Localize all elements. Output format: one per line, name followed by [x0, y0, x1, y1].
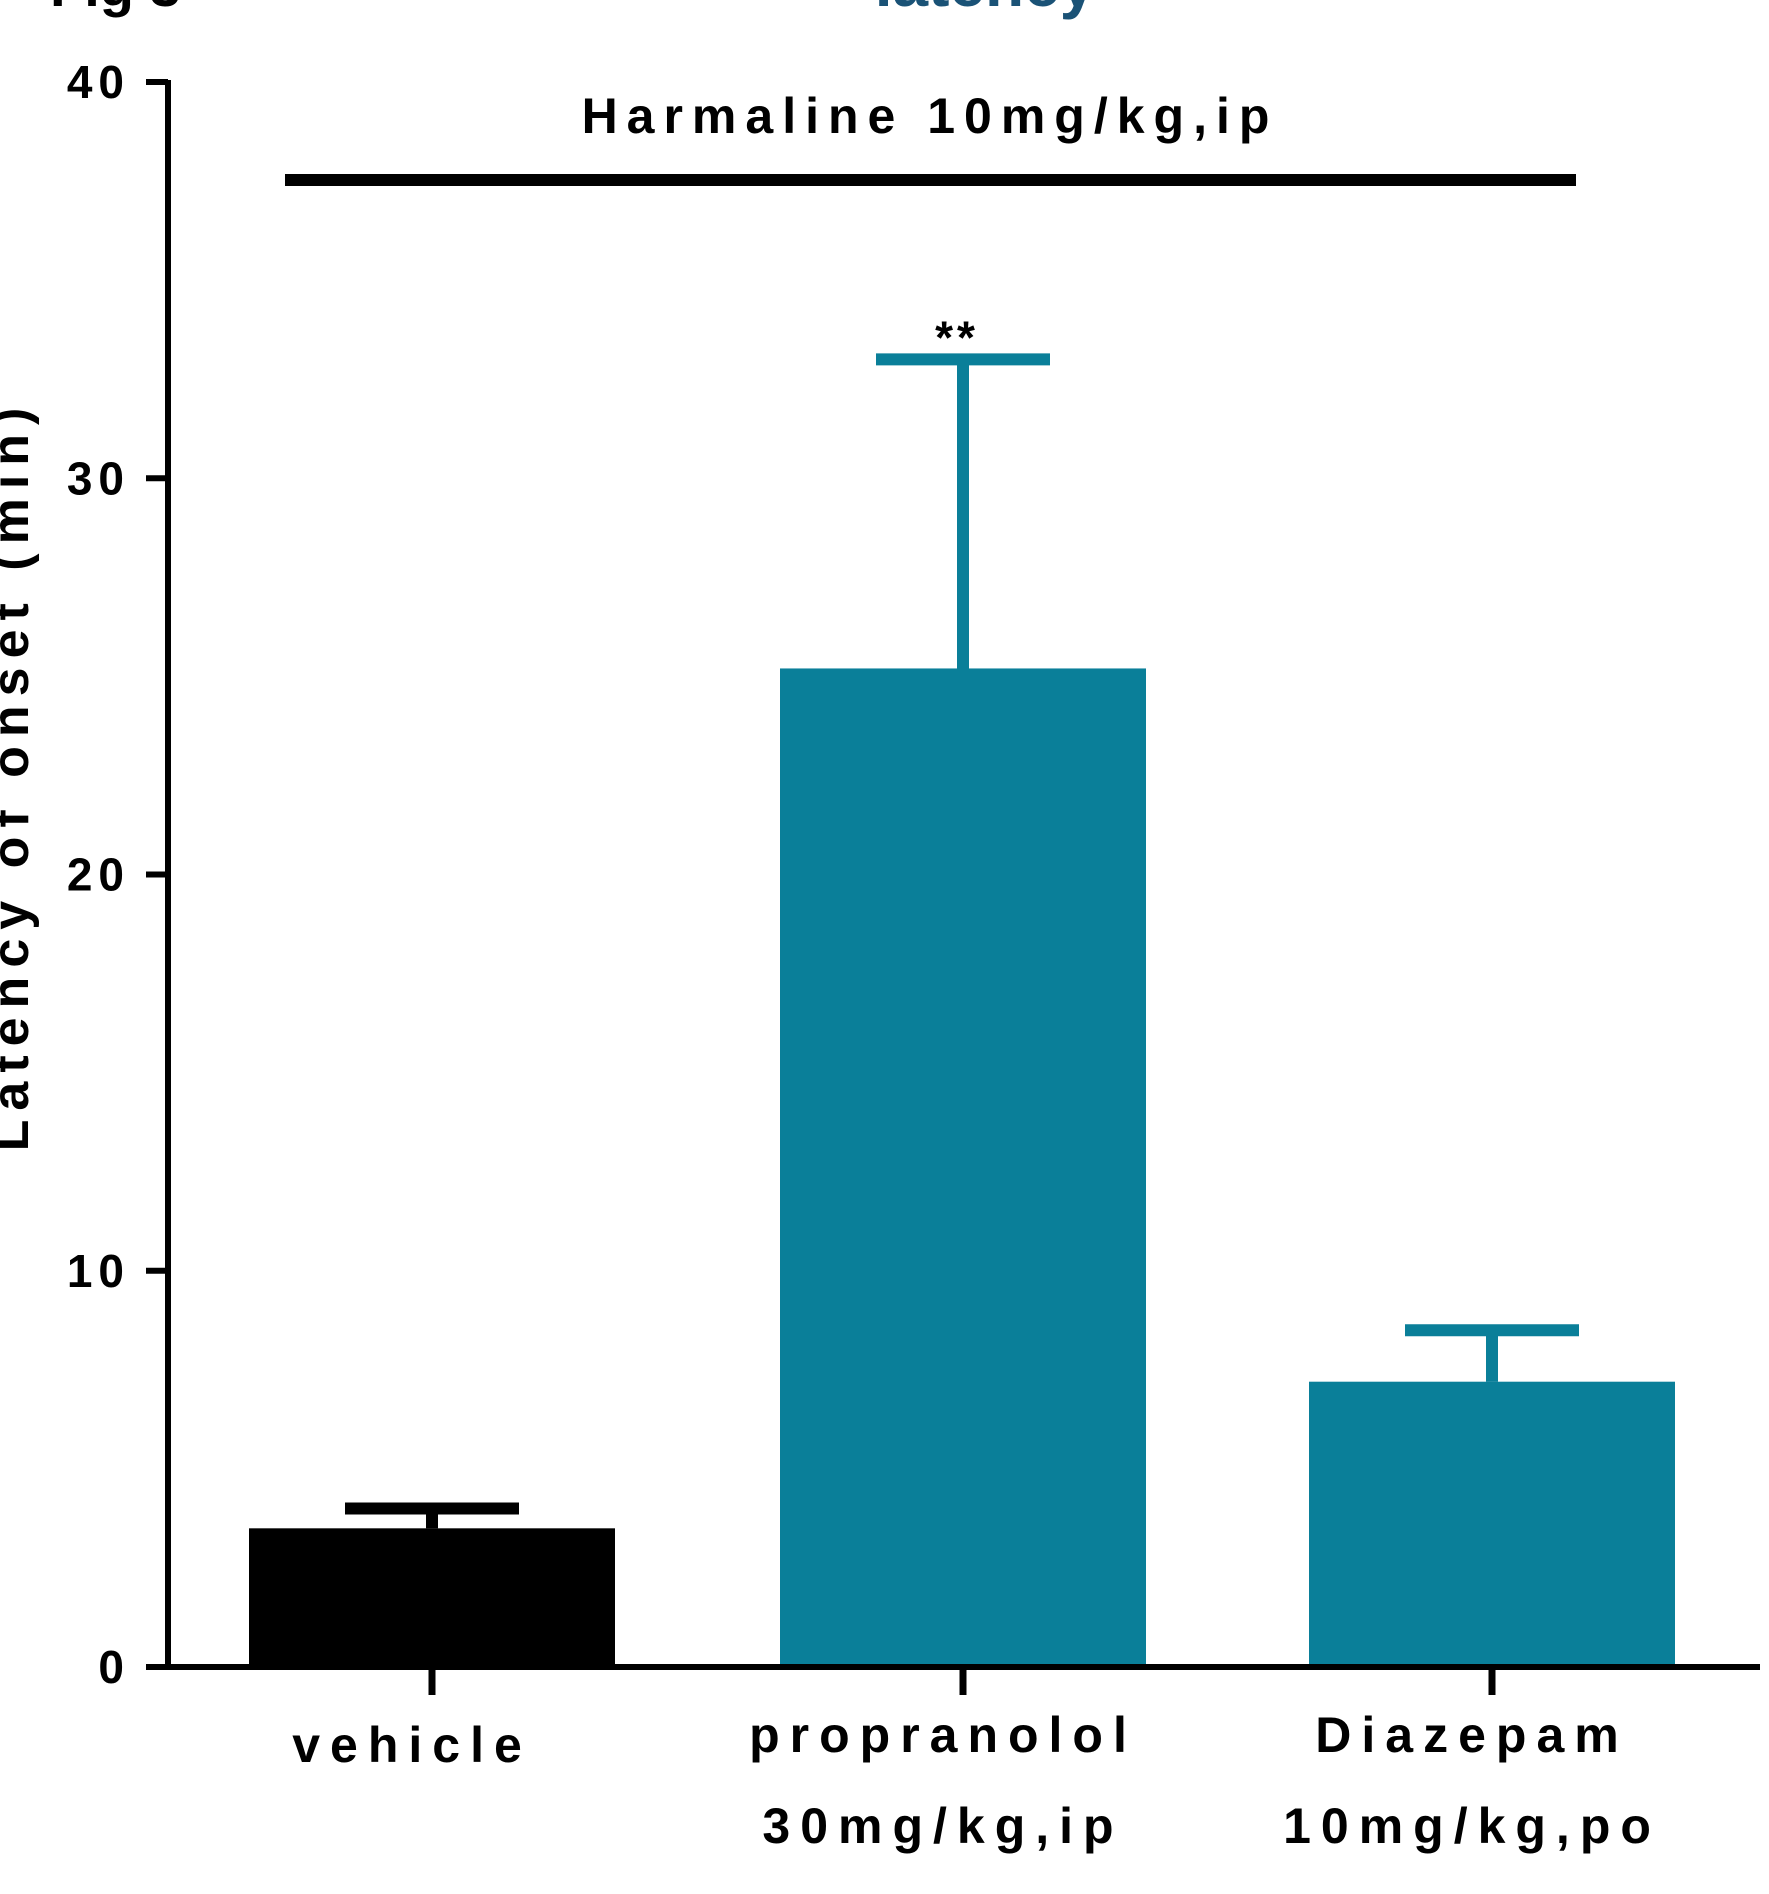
- significance-marker: **: [935, 311, 979, 363]
- bar: [249, 1528, 615, 1664]
- y-tick-label: 0: [98, 1641, 130, 1693]
- chart-title: latency: [875, 0, 1096, 20]
- x-category-label: Diazepam: [1315, 1707, 1628, 1763]
- y-tick-label: 30: [67, 452, 130, 504]
- y-tick-label: 20: [67, 849, 130, 901]
- y-tick-label: 10: [67, 1245, 130, 1297]
- bar: [1309, 1381, 1675, 1664]
- y-axis-label: Latency of onset (min): [0, 399, 40, 1152]
- treatment-bracket-label: Harmaline 10mg/kg,ip: [582, 88, 1279, 144]
- x-category-label: 30mg/kg,ip: [762, 1798, 1123, 1854]
- y-tick-label: 40: [67, 56, 130, 108]
- bar: [780, 668, 1146, 1664]
- x-category-label: propranolol: [749, 1707, 1137, 1763]
- x-category-label: 10mg/kg,po: [1283, 1798, 1661, 1854]
- x-category-label: vehicle: [292, 1717, 532, 1773]
- figure-label: Fig 3: [50, 0, 181, 18]
